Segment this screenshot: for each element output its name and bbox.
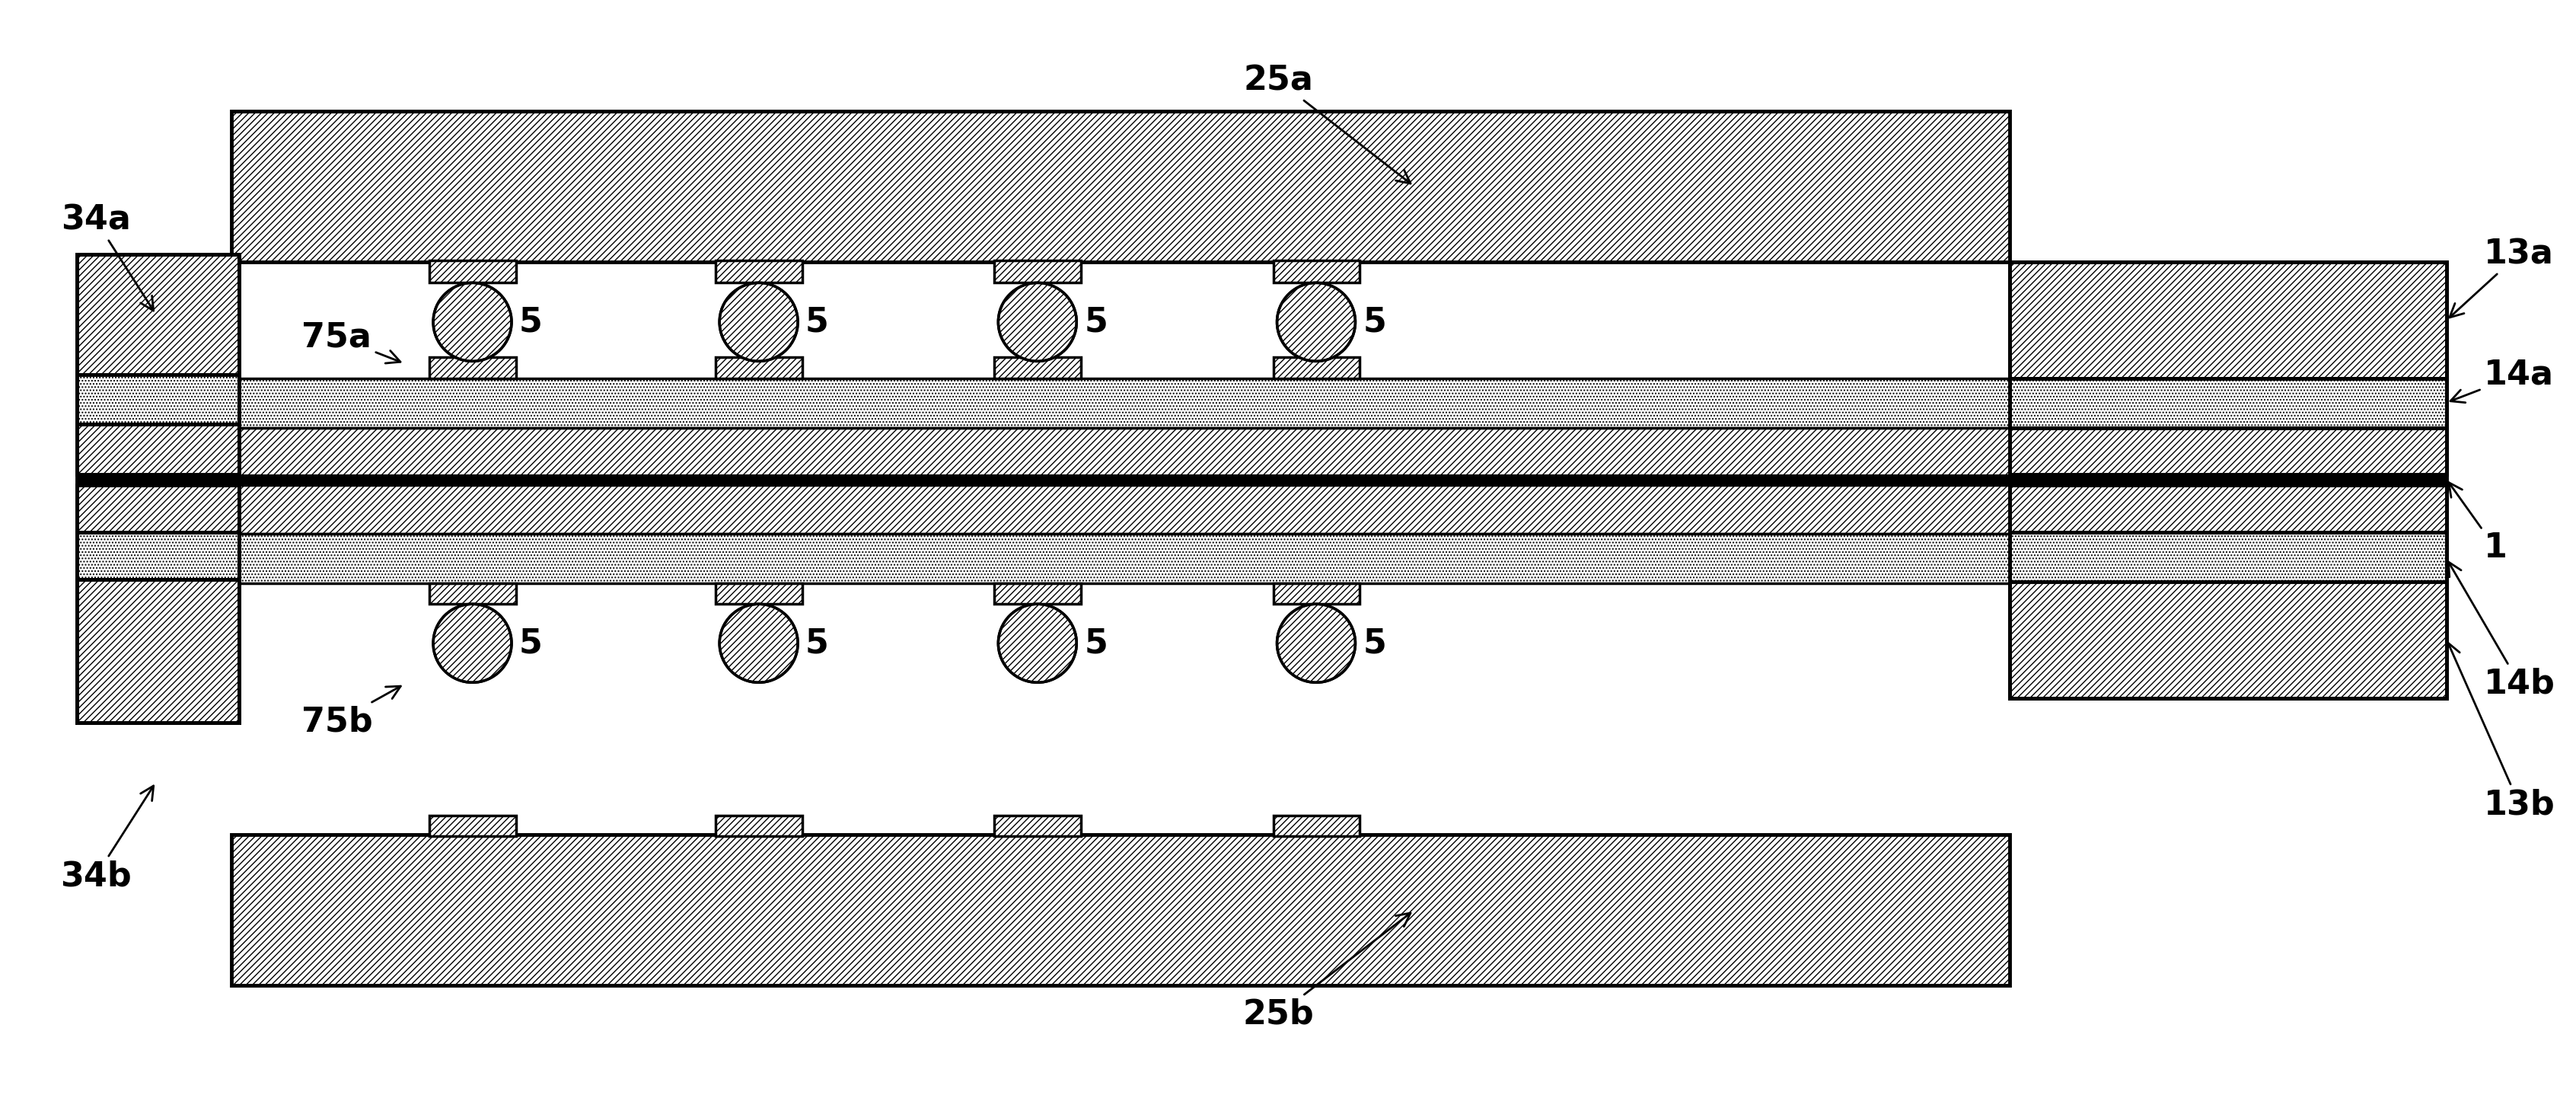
Bar	[77, 424, 240, 474]
Bar	[430, 357, 515, 379]
Bar	[240, 379, 2009, 427]
Bar	[1273, 357, 1360, 379]
Text: 5: 5	[1363, 306, 1386, 338]
Bar	[2009, 532, 2447, 581]
Text: 13a: 13a	[2450, 238, 2553, 318]
Circle shape	[433, 604, 513, 682]
Text: 75a: 75a	[301, 321, 399, 364]
Text: 5: 5	[1363, 627, 1386, 659]
Bar	[240, 485, 2009, 534]
Bar	[994, 583, 1082, 604]
Text: 5: 5	[806, 306, 829, 338]
Bar	[994, 357, 1082, 379]
Bar	[77, 474, 240, 485]
Bar	[2009, 427, 2447, 474]
Bar	[77, 485, 240, 532]
Text: 14a: 14a	[2450, 358, 2553, 403]
Text: 1: 1	[2450, 483, 2506, 565]
Bar	[716, 583, 801, 604]
Bar	[716, 357, 801, 379]
Bar	[2009, 262, 2447, 379]
Bar	[430, 815, 515, 837]
Bar	[430, 583, 515, 604]
Bar	[2009, 262, 2447, 699]
Bar	[2009, 485, 2447, 532]
Bar	[77, 374, 240, 424]
Circle shape	[1278, 283, 1355, 361]
Bar	[1273, 583, 1360, 604]
Text: 34a: 34a	[62, 204, 155, 311]
Text: 5: 5	[806, 627, 829, 659]
Circle shape	[433, 283, 513, 361]
Bar	[2009, 379, 2447, 427]
Bar	[716, 261, 801, 283]
Bar	[1273, 815, 1360, 837]
Bar	[1273, 261, 1360, 283]
Text: 5: 5	[1084, 627, 1108, 659]
Bar	[2009, 474, 2447, 485]
Bar	[77, 532, 240, 579]
Text: 5: 5	[520, 627, 544, 659]
Circle shape	[999, 283, 1077, 361]
Circle shape	[1278, 604, 1355, 682]
Text: 25a: 25a	[1244, 65, 1412, 184]
Text: 34b: 34b	[59, 786, 155, 892]
Bar	[430, 261, 515, 283]
Text: 5: 5	[1084, 306, 1108, 338]
Bar	[2009, 581, 2447, 699]
Bar	[77, 254, 240, 374]
Text: 75b: 75b	[301, 687, 402, 738]
Bar	[232, 834, 2009, 986]
Text: 25b: 25b	[1242, 913, 1412, 1030]
Bar	[232, 111, 2009, 262]
Bar	[994, 261, 1082, 283]
Bar	[716, 815, 801, 837]
Bar	[994, 815, 1082, 837]
Circle shape	[719, 283, 799, 361]
Circle shape	[719, 604, 799, 682]
Bar	[77, 579, 240, 723]
Text: 5: 5	[520, 306, 544, 338]
Bar	[240, 534, 2009, 583]
Circle shape	[999, 604, 1077, 682]
Bar	[240, 427, 2009, 476]
Bar	[77, 254, 240, 723]
Text: 14b: 14b	[2447, 562, 2555, 701]
Text: 13b: 13b	[2447, 643, 2555, 821]
Bar	[240, 474, 2009, 485]
